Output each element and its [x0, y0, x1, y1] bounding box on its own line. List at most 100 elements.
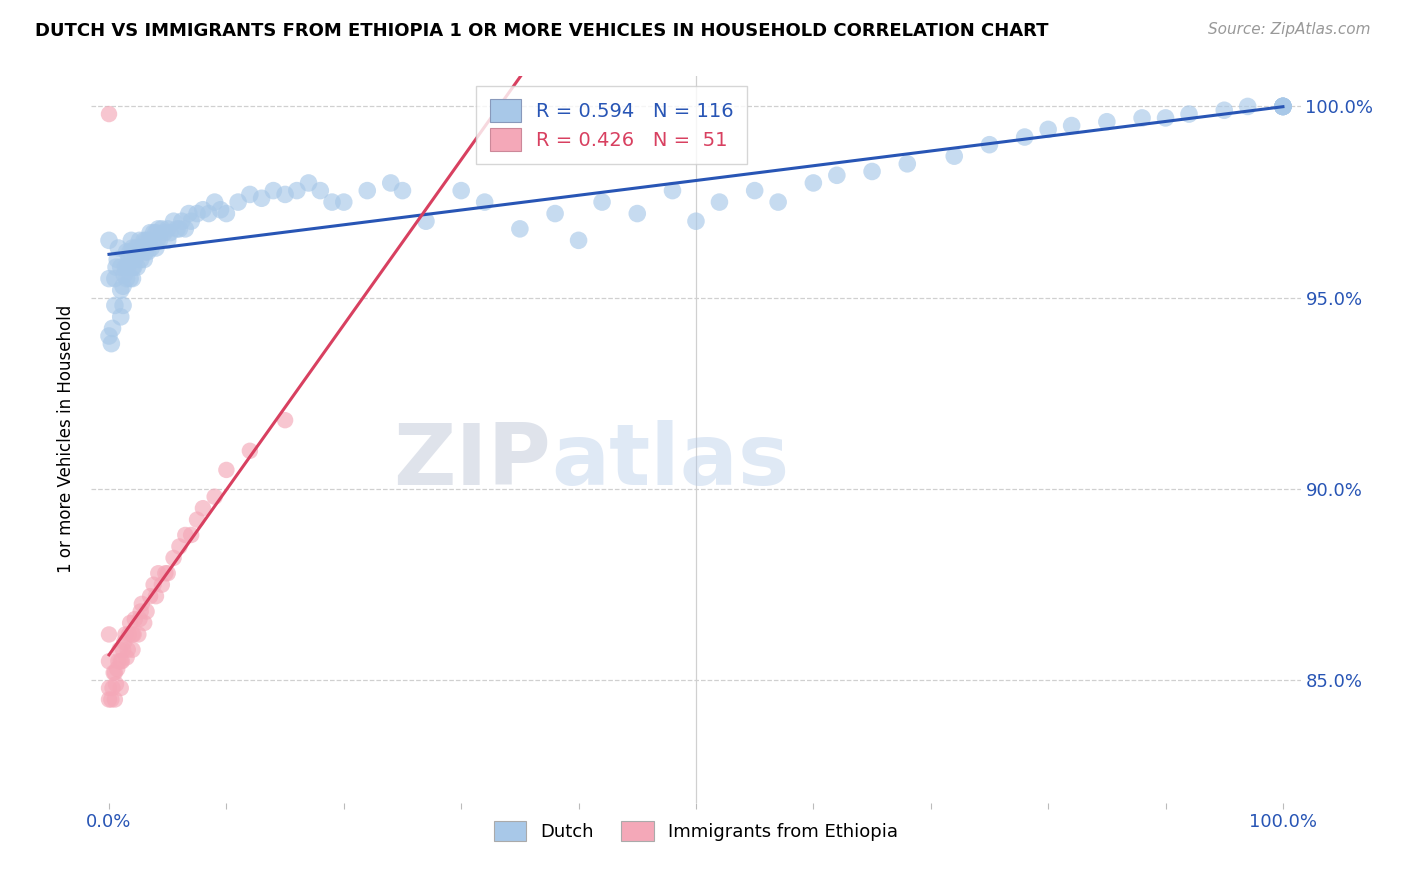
Point [156, 222, 179, 236]
Point [450, 184, 472, 198]
Point [115, 244, 138, 259]
Point [128, 612, 150, 626]
Point [156, 566, 179, 581]
Point [285, 184, 308, 198]
Point [148, 222, 170, 236]
Point [114, 627, 136, 641]
Point [127, 244, 149, 259]
Point [1271, 99, 1294, 113]
Point [145, 226, 167, 240]
Point [186, 206, 208, 220]
Text: Source: ZipAtlas.com: Source: ZipAtlas.com [1208, 22, 1371, 37]
Point [544, 206, 567, 220]
Point [204, 490, 226, 504]
Point [129, 252, 152, 267]
Point [100, 336, 122, 351]
Point [591, 195, 613, 210]
Point [162, 550, 184, 565]
Point [118, 252, 141, 267]
Point [766, 195, 789, 210]
Point [180, 528, 202, 542]
Point [142, 578, 165, 592]
Point [104, 692, 127, 706]
Point [139, 226, 162, 240]
Point [98, 627, 121, 641]
Point [174, 528, 197, 542]
Point [104, 271, 127, 285]
Point [135, 605, 157, 619]
Point [125, 241, 148, 255]
Point [356, 184, 378, 198]
Point [1271, 99, 1294, 113]
Point [100, 692, 122, 706]
Point [98, 654, 121, 668]
Point [110, 260, 132, 274]
Point [169, 540, 191, 554]
Point [943, 149, 966, 163]
Point [1060, 119, 1083, 133]
Point [1036, 122, 1059, 136]
Point [1236, 99, 1258, 113]
Point [166, 222, 188, 236]
Point [118, 627, 141, 641]
Point [122, 260, 145, 274]
Point [1271, 99, 1294, 113]
Point [174, 222, 197, 236]
Point [110, 283, 132, 297]
Point [1271, 99, 1294, 113]
Point [150, 578, 173, 592]
Point [191, 501, 214, 516]
Point [98, 681, 121, 695]
Point [709, 195, 731, 210]
Point [98, 271, 121, 285]
Point [134, 252, 156, 267]
Point [226, 195, 249, 210]
Point [98, 233, 121, 247]
Point [1271, 99, 1294, 113]
Point [120, 615, 142, 630]
Point [136, 244, 159, 259]
Point [120, 271, 142, 285]
Point [626, 206, 648, 220]
Point [131, 597, 153, 611]
Point [744, 184, 766, 198]
Point [110, 654, 132, 668]
Point [103, 665, 125, 680]
Point [107, 241, 129, 255]
Point [115, 650, 138, 665]
Point [155, 566, 177, 581]
Point [141, 241, 163, 255]
Point [148, 566, 170, 581]
Point [1130, 111, 1153, 125]
Point [274, 187, 297, 202]
Point [159, 226, 181, 240]
Point [509, 222, 531, 236]
Point [239, 443, 262, 458]
Point [1271, 99, 1294, 113]
Point [107, 654, 129, 668]
Point [661, 184, 683, 198]
Point [101, 681, 124, 695]
Point [180, 214, 202, 228]
Point [309, 184, 332, 198]
Point [105, 260, 128, 274]
Y-axis label: 1 or more Vehicles in Household: 1 or more Vehicles in Household [58, 305, 76, 574]
Point [415, 214, 437, 228]
Point [134, 615, 156, 630]
Point [148, 233, 170, 247]
Point [134, 244, 156, 259]
Text: ZIP: ZIP [394, 419, 551, 502]
Point [145, 241, 167, 255]
Point [1271, 99, 1294, 113]
Point [127, 260, 149, 274]
Point [380, 176, 402, 190]
Point [153, 226, 176, 240]
Point [1154, 111, 1177, 125]
Point [127, 627, 149, 641]
Point [239, 187, 262, 202]
Point [124, 612, 146, 626]
Point [121, 627, 143, 641]
Point [115, 271, 138, 285]
Point [112, 642, 135, 657]
Point [896, 157, 918, 171]
